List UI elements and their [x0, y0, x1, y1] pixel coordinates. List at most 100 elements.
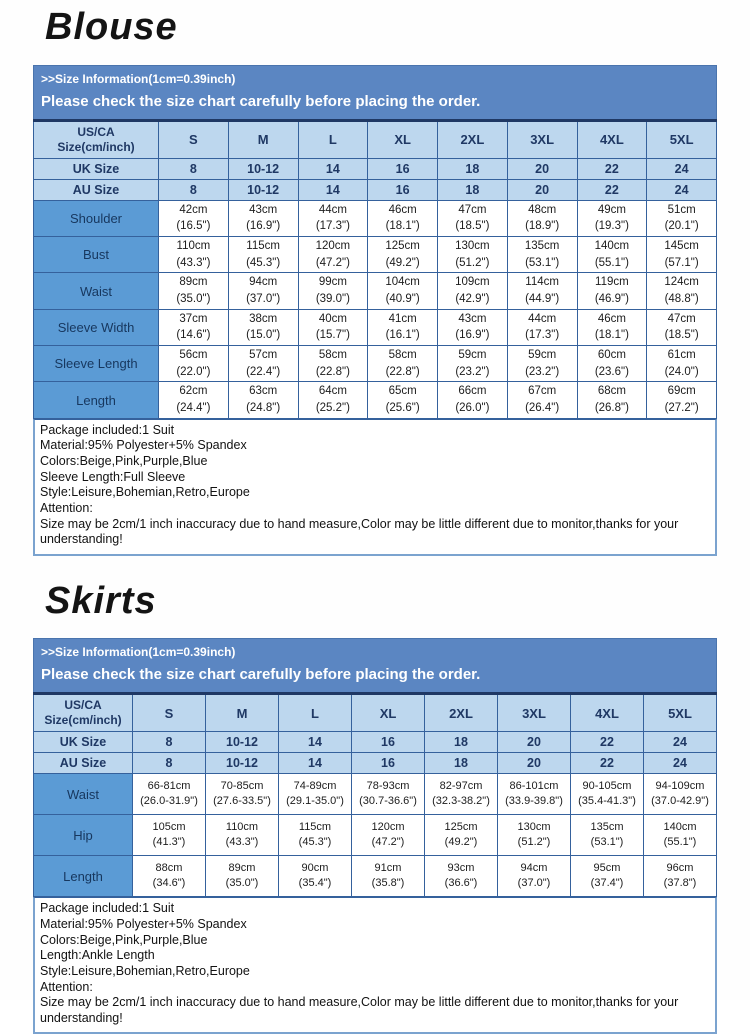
measure-inch-value: (53.1")	[590, 836, 624, 849]
region-label: AU Size	[33, 178, 159, 201]
measure-inch-value: (48.8")	[664, 293, 699, 306]
measure-inch-value: (25.2")	[315, 402, 350, 415]
measure-inch-value: (18.9")	[525, 220, 560, 233]
measure-cell: 115cm (45.3")	[278, 814, 352, 857]
region-size-cell: 24	[646, 157, 717, 180]
measure-inch-value: (51.2")	[517, 836, 551, 849]
measure-inch-value: (15.7")	[315, 329, 350, 342]
measure-inch-value: (24.4")	[176, 402, 211, 415]
measure-cm-value: 70-85cm	[220, 779, 264, 792]
measure-cell: 82-97cm (32.3-38.2")	[424, 773, 498, 816]
region-size-row: AU Size 8 10-12 14 16 18 20 22 24	[33, 178, 717, 201]
measure-cm-value: 96cm	[666, 861, 694, 874]
measure-cm-value: 90-105cm	[582, 779, 632, 792]
measure-inch-value: (41.3")	[152, 836, 186, 849]
measure-row: Waist 89cm (35.0") 94cm (37.0") 99cm (39.0") 10…	[33, 272, 717, 310]
note-line: Material:95% Polyester+5% Spandex	[40, 438, 247, 453]
region-size-cell: 22	[570, 731, 644, 754]
measure-inch-value: (18.1")	[385, 220, 420, 233]
measure-cell: 114cm (44.9")	[506, 272, 578, 310]
measure-cm-value: 82-97cm	[439, 779, 483, 792]
measure-cm-value: 42cm	[179, 203, 208, 216]
size-header-cell: 5XL	[643, 693, 717, 733]
measure-label: Hip	[33, 814, 133, 857]
measure-cell: 125cm (49.2")	[367, 236, 438, 274]
note-line: Size may be 2cm/1 inch inaccuracy due to…	[40, 516, 679, 547]
table-header: US/CA Size(cm/inch) S M L XL 2XL 3XL 4XL 5XL UK Si…	[33, 693, 717, 775]
measure-inch-value: (32.3-38.2")	[432, 795, 490, 808]
measure-cm-value: 58cm	[388, 349, 417, 362]
measure-cell: 120cm (47.2")	[351, 814, 425, 857]
measure-inch-value: (24.0")	[664, 365, 699, 378]
measure-cell: 69cm (27.2")	[646, 381, 717, 419]
measure-inch-value: (47.2")	[371, 836, 405, 849]
region-size-cell: 16	[351, 752, 425, 775]
region-size-cell: 10-12	[227, 178, 299, 201]
measure-cell: 60cm (23.6")	[576, 345, 648, 383]
region-size-cell: 20	[497, 752, 571, 775]
measure-cm-value: 46cm	[597, 312, 626, 325]
size-header-cell: L	[297, 119, 369, 159]
measure-inch-value: (22.8")	[315, 365, 350, 378]
measure-cm-value: 57cm	[249, 349, 278, 362]
measure-inch-value: (45.3")	[246, 256, 281, 269]
measure-cell: 61cm (24.0")	[646, 345, 717, 383]
measure-inch-value: (30.7-36.6")	[359, 795, 417, 808]
measure-cm-value: 109cm	[455, 276, 490, 289]
region-size-cell: 8	[158, 157, 229, 180]
measure-cell: 47cm (18.5")	[646, 308, 717, 347]
region-label: UK Size	[33, 731, 133, 754]
region-size-cell: 24	[643, 752, 717, 775]
measure-inch-value: (20.1")	[664, 220, 699, 233]
measure-cm-value: 62cm	[179, 385, 208, 398]
measure-cell: 109cm (42.9")	[437, 272, 508, 310]
banner-check-chart-line: Please check the size chart carefully be…	[41, 92, 481, 110]
measure-cell: 74-89cm (29.1-35.0")	[278, 773, 352, 816]
measure-cell: 49cm (19.3")	[576, 199, 648, 238]
size-header-cell: XL	[367, 119, 438, 159]
measure-cm-value: 58cm	[318, 349, 347, 362]
measure-cm-value: 65cm	[388, 385, 417, 398]
measure-inch-value: (22.8")	[385, 365, 420, 378]
measure-cm-value: 56cm	[179, 349, 208, 362]
region-size-cell: 24	[646, 178, 717, 201]
region-size-cell: 14	[278, 731, 352, 754]
measure-inch-value: (34.6")	[152, 877, 186, 890]
measure-cell: 58cm (22.8")	[297, 345, 369, 383]
measure-cell: 104cm (40.9")	[367, 272, 438, 310]
measure-cm-value: 91cm	[374, 861, 402, 874]
measure-inch-value: (49.2")	[385, 256, 420, 269]
measure-cell: 64cm (25.2")	[297, 381, 369, 419]
measure-cell: 115cm (45.3")	[227, 236, 299, 274]
measure-cell: 110cm (43.3")	[205, 814, 279, 857]
measure-cm-value: 78-93cm	[366, 779, 410, 792]
measure-cm-value: 59cm	[458, 349, 487, 362]
notes-blouse: Package included:1 Suit Material:95% Poly…	[33, 418, 717, 556]
measure-cm-value: 119cm	[595, 276, 629, 289]
measure-cell: 66cm (26.0")	[437, 381, 508, 419]
measure-cell: 58cm (22.8")	[367, 345, 438, 383]
measure-cm-value: 135cm	[590, 820, 624, 833]
size-header-cell: S	[158, 119, 229, 159]
measure-cell: 99cm (39.0")	[297, 272, 369, 310]
section-skirts: Skirts >>Size Information(1cm=0.39inch) …	[33, 556, 717, 1034]
measure-inch-value: (18.5")	[455, 220, 490, 233]
measure-inch-value: (40.9")	[385, 293, 420, 306]
measure-cell: 38cm (15.0")	[227, 308, 299, 347]
region-size-cell: 10-12	[227, 157, 299, 180]
measure-cm-value: 67cm	[528, 385, 557, 398]
measure-label: Sleeve Length	[33, 345, 159, 383]
size-header-cell: 3XL	[506, 119, 578, 159]
measure-cell: 94-109cm (37.0-42.9")	[643, 773, 717, 816]
measure-cm-value: 51cm	[667, 203, 696, 216]
measure-inch-value: (16.1")	[385, 329, 420, 342]
section-title-skirts: Skirts	[45, 579, 157, 622]
measure-cell: 63cm (24.8")	[227, 381, 299, 419]
region-size-cell: 18	[437, 157, 508, 180]
measure-cm-value: 44cm	[528, 312, 557, 325]
measure-inch-value: (14.6")	[176, 329, 211, 342]
region-size-cell: 18	[437, 178, 508, 201]
measure-inch-value: (27.2")	[664, 402, 699, 415]
measure-cell: 67cm (26.4")	[506, 381, 578, 419]
measure-cm-value: 135cm	[524, 240, 560, 253]
